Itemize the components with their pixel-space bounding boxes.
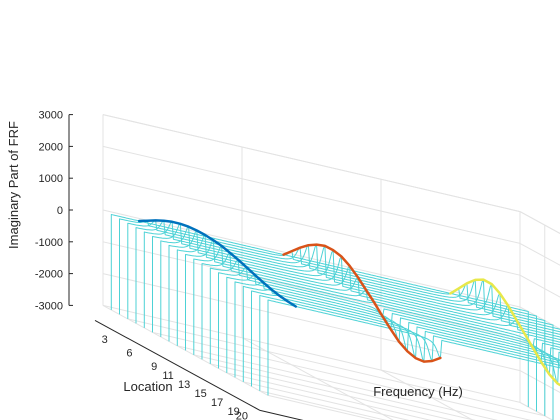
frf-trace-location-20: [267, 299, 560, 396]
frf-trace-location-12: [201, 252, 560, 363]
grid-line: [102, 177, 521, 276]
grid-line: [519, 401, 554, 420]
z-tick-label: 1000: [39, 173, 63, 185]
frf-trace-location-1: [110, 214, 529, 407]
y-axis-label: Location: [123, 379, 172, 394]
grid-line: [102, 145, 521, 244]
grid-line: [152, 331, 532, 420]
frf-trace-location-15: [226, 274, 560, 373]
frf-trace-location-6: [152, 223, 560, 333]
grid-line: [226, 372, 432, 420]
frf-trace-location-11: [193, 245, 560, 355]
tick-labels: 3000 2000 1000 0 -1000 -2000 -3000 3 6 9 11 13 15 17 1…: [35, 110, 248, 420]
grid-line: [210, 363, 454, 420]
frf-trace-location-19: [259, 295, 560, 391]
grid-line: [127, 318, 545, 417]
mode-shape-1: [137, 219, 298, 308]
frf-trace-location-14: [218, 266, 560, 385]
frf-trace-location-13: [209, 259, 560, 375]
y-tick-label: 17: [211, 397, 223, 409]
grid-line: [519, 211, 560, 234]
y-tick-label: 9: [151, 361, 157, 373]
x-axis-label: Frequency (Hz): [373, 384, 463, 399]
mode-shape-2: [282, 243, 442, 363]
grid-line: [102, 273, 521, 372]
z-axis-label: Imaginary Part of FRF: [6, 121, 21, 249]
y-tick-label: 11: [162, 370, 173, 382]
frf-trace-location-7: [160, 226, 560, 337]
y-tick-label: 20: [236, 410, 248, 420]
z-tick-label: -2000: [35, 269, 63, 281]
y-tick-label: 6: [126, 347, 132, 359]
z-tick-label: 2000: [39, 141, 63, 153]
grid-line: [519, 211, 560, 234]
grid-line: [102, 241, 521, 340]
frf-trace-location-17: [242, 285, 560, 382]
y-tick-label: 3: [102, 334, 108, 346]
grid-line: [267, 394, 376, 420]
grid-line: [102, 114, 521, 213]
mode-shape-lines: [137, 219, 560, 387]
y-axis-line: [94, 319, 261, 411]
z-tick-label: 3000: [39, 110, 63, 122]
frf-trace-location-16: [234, 281, 560, 378]
y-tick-label: 19: [228, 406, 240, 418]
grid-line: [519, 370, 560, 393]
z-tick-label: -3000: [35, 300, 63, 312]
grid-lines: [102, 114, 560, 420]
y-tick-label: 15: [195, 388, 207, 400]
frf-trace-location-18: [251, 290, 560, 387]
grid-line: [259, 390, 388, 420]
frf-traces: [110, 214, 560, 420]
grid-line: [177, 345, 499, 420]
grid-line: [243, 381, 410, 420]
z-tick-label: 0: [57, 205, 63, 217]
mode-shape-3: [449, 278, 560, 387]
grid-line: [102, 304, 521, 403]
y-tick-label: 13: [178, 379, 190, 391]
grid-line: [380, 369, 474, 420]
frf-trace-location-10: [185, 239, 560, 351]
grid-line: [519, 274, 560, 298]
z-tick-label: -1000: [35, 237, 63, 249]
grid-line: [193, 354, 476, 420]
grid-line: [519, 242, 560, 266]
grid-line: [241, 337, 394, 420]
grid-line: [519, 306, 560, 330]
